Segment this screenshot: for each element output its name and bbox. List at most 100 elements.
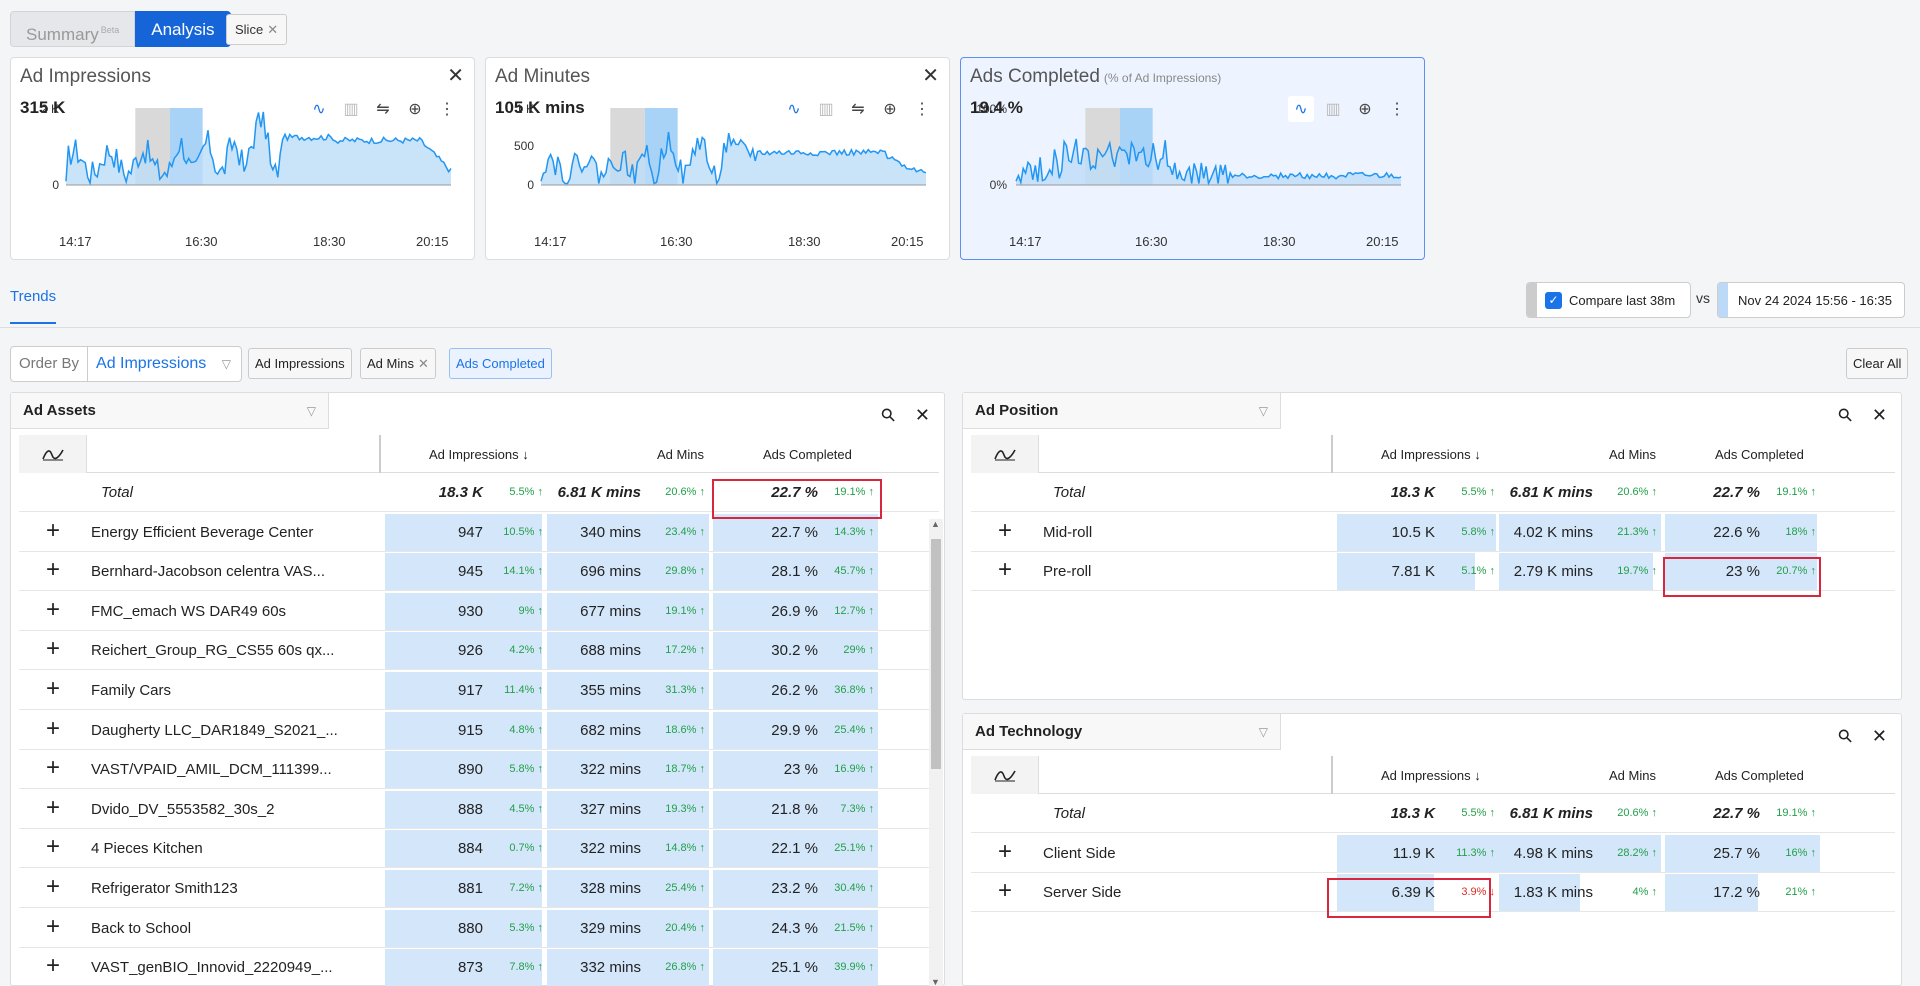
column-header-imp[interactable]: Ad Impressions ↓ xyxy=(429,447,529,462)
table-row[interactable]: + Client Side 11.9 K 11.3% ↑ 4.98 K mins 28.2… xyxy=(971,834,1895,873)
expand-icon[interactable]: + xyxy=(45,793,60,821)
sparkline-chart[interactable] xyxy=(11,58,476,261)
scroll-up-icon[interactable]: ▲ xyxy=(931,519,940,529)
metric-card-ad-minutes[interactable]: Ad Minutes 105 K mins ✕ ∿ ▥ ⇋ ⊕ ⋮ 1 K 500 0 14:17 16… xyxy=(485,57,950,260)
expand-icon[interactable]: + xyxy=(45,675,60,702)
table-row[interactable]: + Bernhard-Jacobson celentra VAS... 945 14.… xyxy=(19,552,939,592)
column-header-mins[interactable]: Ad Mins xyxy=(1609,447,1656,462)
expand-icon[interactable]: + xyxy=(45,556,60,584)
column-header-comp[interactable]: Ads Completed xyxy=(1715,768,1804,783)
swap-icon[interactable]: ⇋ xyxy=(851,101,865,118)
expand-icon[interactable]: + xyxy=(45,714,60,742)
close-icon[interactable]: ✕ xyxy=(447,65,464,87)
chip-ads-completed[interactable]: Ads Completed xyxy=(449,348,552,379)
table-row[interactable]: + Refrigerator Smith123 881 7.2% ↑ 328 mins 2… xyxy=(19,869,939,908)
table-row[interactable]: + Back to School 880 5.3% ↑ 329 mins 20.4% ↑ 2… xyxy=(19,909,939,948)
vertical-scrollbar[interactable]: ▲ ▼ xyxy=(929,519,943,986)
tab-analysis[interactable]: Analysis xyxy=(135,11,231,47)
search-icon[interactable]: ⚲ xyxy=(1833,403,1857,427)
close-icon[interactable]: ✕ xyxy=(914,405,930,425)
tab-summary[interactable]: Summary Beta xyxy=(10,11,136,47)
zoom-icon[interactable]: ⊕ xyxy=(1358,101,1372,118)
table-row[interactable]: + Dvido_DV_5553582_30s_2 888 4.5% ↑ 327 mins… xyxy=(19,790,939,829)
chevron-down-icon[interactable]: ▽ xyxy=(1258,404,1268,418)
table-row[interactable]: +4 Pieces Kitchen 884 0.7% ↑ 322 mins 14.8% … xyxy=(19,829,939,869)
cell-imp: 888 4.5% ↑ xyxy=(385,790,547,828)
order-by-select[interactable]: Order By Ad Impressions ▽ xyxy=(10,346,242,382)
chevron-down-icon[interactable]: ▽ xyxy=(221,357,231,371)
close-icon[interactable]: ✕ xyxy=(1871,405,1887,425)
sparkline-chart[interactable] xyxy=(486,58,951,261)
table-row[interactable]: + Pre-roll 7.81 K 5.1% ↑ 2.79 K mins 19.7% ↑ 2… xyxy=(971,552,1895,592)
bar-chart-icon[interactable]: ▥ xyxy=(343,101,359,118)
more-icon[interactable]: ⋮ xyxy=(1389,101,1405,118)
expand-icon[interactable]: + xyxy=(45,912,60,940)
expand-icon[interactable]: + xyxy=(45,635,60,663)
more-icon[interactable]: ⋮ xyxy=(439,101,455,118)
expand-icon[interactable]: + xyxy=(997,516,1012,544)
sparkline-toggle-icon[interactable] xyxy=(19,435,87,473)
expand-icon[interactable]: + xyxy=(45,754,60,782)
expand-icon[interactable]: + xyxy=(997,877,1012,905)
clear-all-button[interactable]: Clear All xyxy=(1846,348,1909,379)
search-icon[interactable]: ⚲ xyxy=(876,403,900,427)
close-icon[interactable]: ✕ xyxy=(922,65,939,87)
more-icon[interactable]: ⋮ xyxy=(914,101,930,118)
table-row[interactable]: + Daugherty LLC_DAR1849_S2021_... 915 4.8% … xyxy=(19,711,939,750)
search-icon[interactable]: ⚲ xyxy=(1833,724,1857,748)
expand-icon[interactable]: + xyxy=(997,837,1012,865)
expand-icon[interactable]: + xyxy=(45,516,60,544)
expand-icon[interactable]: + xyxy=(997,556,1012,584)
column-header-comp[interactable]: Ads Completed xyxy=(763,447,852,462)
bar-chart-icon[interactable]: ▥ xyxy=(818,101,834,118)
metric-card-ads-completed[interactable]: Ads Completed (% of Ad Impressions) 19.4 %… xyxy=(960,57,1425,260)
expand-icon[interactable]: + xyxy=(45,833,60,861)
sparkline-chart[interactable] xyxy=(961,58,1426,261)
line-chart-icon[interactable]: ∿ xyxy=(306,96,332,122)
table-row[interactable]: + Reichert_Group_RG_CS55 60s qx... 926 4.2%… xyxy=(19,631,939,671)
table-row[interactable]: + Energy Efficient Beverage Center 947 10.5… xyxy=(19,513,939,552)
column-header-comp[interactable]: Ads Completed xyxy=(1715,447,1804,462)
column-header-mins[interactable]: Ad Mins xyxy=(1609,768,1656,783)
scrollbar-thumb[interactable] xyxy=(931,539,941,769)
chevron-down-icon[interactable]: ▽ xyxy=(1258,725,1268,739)
expand-icon[interactable]: + xyxy=(45,873,60,900)
close-icon[interactable]: ✕ xyxy=(1871,726,1887,746)
tab-trends[interactable]: Trends xyxy=(10,288,57,305)
table-row[interactable]: + FMC_emach WS DAR49 60s 930 9% ↑ 677 mins 19… xyxy=(19,592,939,631)
order-by-value[interactable]: Ad Impressions xyxy=(96,355,207,372)
bar-chart-icon[interactable]: ▥ xyxy=(1325,101,1341,118)
swap-icon[interactable]: ⇋ xyxy=(376,101,390,118)
close-icon[interactable]: ✕ xyxy=(417,356,429,371)
sparkline-toggle-icon[interactable] xyxy=(971,756,1039,794)
line-chart-icon[interactable]: ∿ xyxy=(781,96,807,122)
panel-header[interactable]: Ad Assets ▽ xyxy=(11,393,329,429)
slice-chip[interactable]: Slice ✕ xyxy=(226,14,288,45)
checkbox-checked-icon[interactable]: ✓ xyxy=(1545,291,1562,309)
date-range-picker[interactable]: Nov 24 2024 15:56 - 16:35 xyxy=(1717,282,1905,318)
panel-header[interactable]: Ad Technology ▽ xyxy=(963,714,1281,750)
column-header-imp[interactable]: Ad Impressions ↓ xyxy=(1381,447,1481,462)
table-row[interactable]: + Server Side 6.39 K 3.9% ↓ 1.83 K mins 4% ↑ 1… xyxy=(971,873,1895,913)
sparkline-toggle-icon[interactable] xyxy=(971,435,1039,473)
compare-toggle[interactable]: ✓ Compare last 38m xyxy=(1526,282,1691,318)
chip-ad-impressions[interactable]: Ad Impressions xyxy=(248,348,352,379)
metric-card-ad-impressions[interactable]: Ad Impressions 315 K ✕ ∿ ▥ ⇋ ⊕ ⋮ 2 K 0 14:17 16:30 1… xyxy=(10,57,475,260)
scroll-down-icon[interactable]: ▼ xyxy=(931,977,940,986)
table-row[interactable]: + Family Cars 917 11.4% ↑ 355 mins 31.3% ↑ 26.… xyxy=(19,671,939,710)
table-row[interactable]: + VAST_genBIO_Innovid_2220949_... 873 7.8% … xyxy=(19,948,939,986)
column-header-imp[interactable]: Ad Impressions ↓ xyxy=(1381,768,1481,783)
table-row[interactable]: + VAST/VPAID_AMIL_DCM_111399... 890 5.8% ↑ 3… xyxy=(19,750,939,790)
chip-ad-mins[interactable]: Ad Mins ✕ xyxy=(360,348,436,379)
expand-icon[interactable]: + xyxy=(45,595,60,623)
zoom-icon[interactable]: ⊕ xyxy=(408,101,422,118)
table-row[interactable]: + Mid-roll 10.5 K 5.8% ↑ 4.02 K mins 21.3% ↑ 2… xyxy=(971,513,1895,552)
row-name: Daugherty LLC_DAR1849_S2021_... xyxy=(91,721,338,739)
line-chart-icon[interactable]: ∿ xyxy=(1288,96,1314,122)
chevron-down-icon[interactable]: ▽ xyxy=(306,404,316,418)
close-icon[interactable]: ✕ xyxy=(267,22,279,37)
expand-icon[interactable]: + xyxy=(45,952,60,980)
column-header-mins[interactable]: Ad Mins xyxy=(657,447,704,462)
panel-header[interactable]: Ad Position ▽ xyxy=(963,393,1281,429)
zoom-icon[interactable]: ⊕ xyxy=(883,101,897,118)
